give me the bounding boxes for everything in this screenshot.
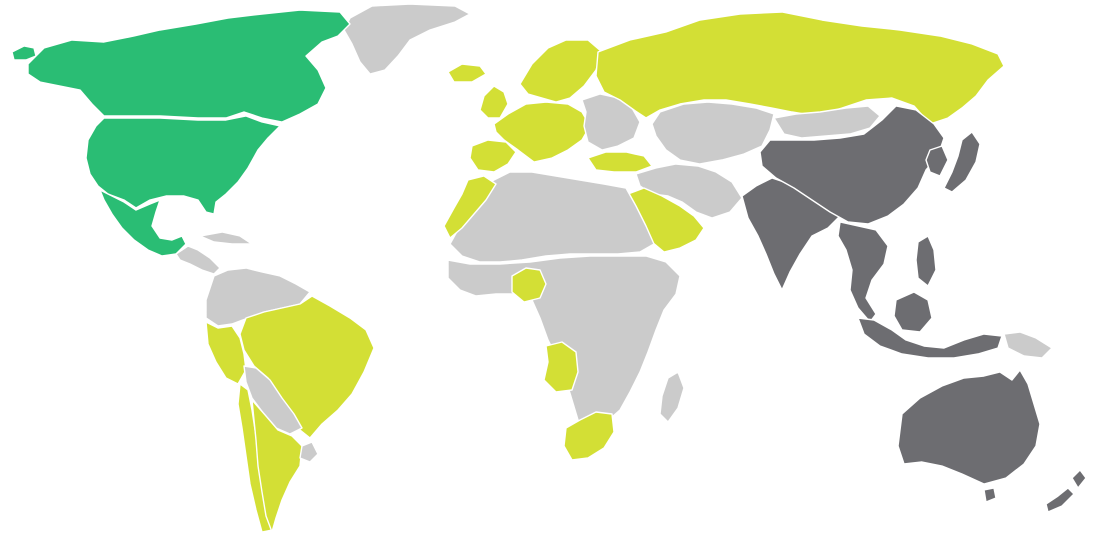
region-mexico[interactable] <box>99 189 187 257</box>
region-bolivia-paraguay[interactable] <box>243 365 303 435</box>
region-indonesia-borneo[interactable] <box>893 291 933 333</box>
region-canada[interactable] <box>27 9 351 123</box>
region-north-africa[interactable] <box>449 171 655 263</box>
region-argentina[interactable] <box>251 399 303 533</box>
region-australia-tasmania[interactable] <box>983 487 997 503</box>
region-new-zealand[interactable] <box>1045 469 1087 513</box>
region-australia[interactable] <box>897 369 1041 485</box>
region-uk-ireland[interactable] <box>479 85 509 119</box>
region-turkey[interactable] <box>587 151 653 173</box>
region-madagascar[interactable] <box>659 371 685 423</box>
region-central-america[interactable] <box>175 245 221 275</box>
region-nigeria[interactable] <box>511 267 547 303</box>
region-iceland[interactable] <box>447 63 487 83</box>
region-central-asia[interactable] <box>651 101 775 165</box>
region-china[interactable] <box>759 105 945 225</box>
region-usa[interactable] <box>85 115 281 215</box>
region-caribbean[interactable] <box>199 231 253 245</box>
region-angola[interactable] <box>543 341 579 393</box>
region-alaska[interactable] <box>11 45 37 61</box>
region-iberia[interactable] <box>469 139 517 173</box>
region-south-africa[interactable] <box>563 411 615 461</box>
region-peru[interactable] <box>205 321 247 385</box>
region-papua[interactable] <box>1003 331 1053 359</box>
region-western-europe[interactable] <box>493 101 591 163</box>
region-greenland[interactable] <box>343 3 471 75</box>
region-korea[interactable] <box>925 145 949 177</box>
region-mongolia[interactable] <box>773 105 881 139</box>
region-japan[interactable] <box>943 131 981 193</box>
region-morocco[interactable] <box>443 175 497 239</box>
region-philippines[interactable] <box>915 235 937 287</box>
region-indonesia[interactable] <box>857 317 1003 359</box>
region-russia[interactable] <box>595 11 1005 125</box>
region-southeast-asia[interactable] <box>837 221 889 323</box>
region-uruguay[interactable] <box>299 441 319 463</box>
region-scandinavia[interactable] <box>519 39 603 103</box>
